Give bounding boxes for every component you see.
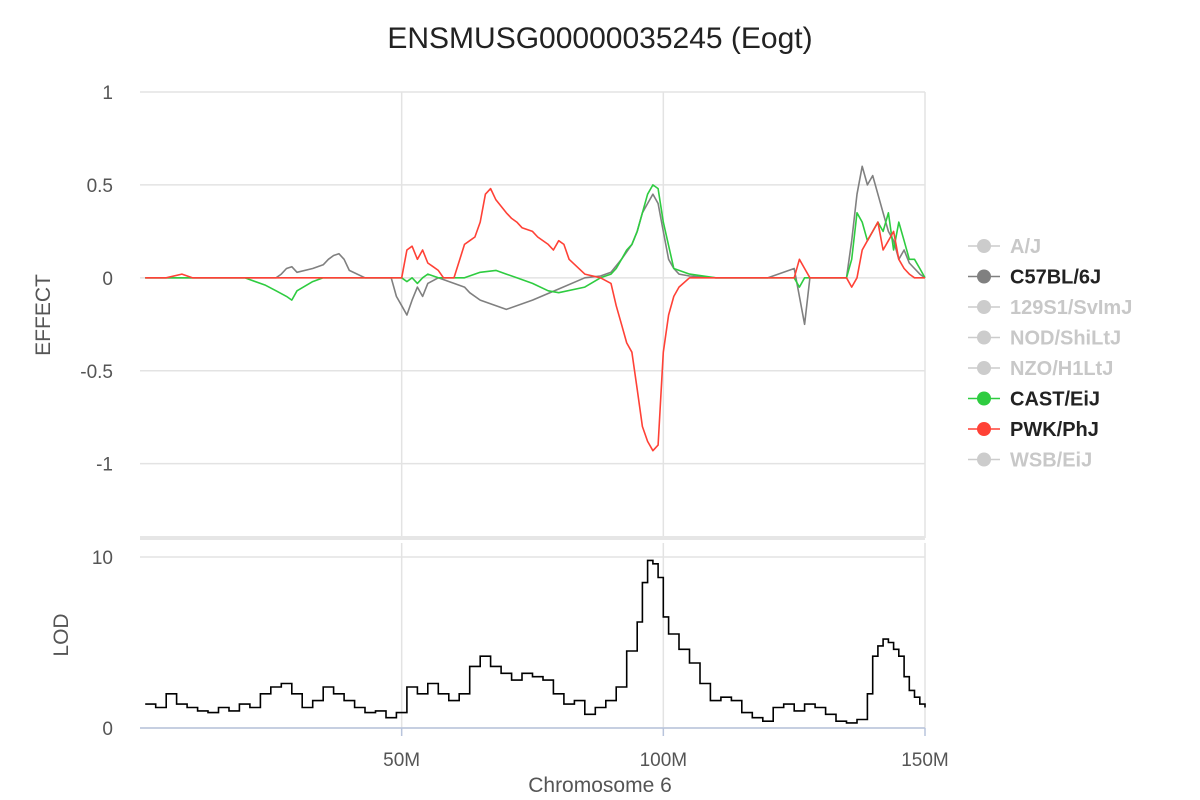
- lod-y-tick-label: 0: [102, 719, 113, 740]
- legend-label: C57BL/6J: [1010, 267, 1101, 289]
- legend-swatch-marker: [977, 452, 991, 467]
- legend-swatch-marker: [977, 361, 991, 375]
- legend-label: PWK/PhJ: [1010, 419, 1099, 441]
- legend-item-a-j[interactable]: A/J: [968, 236, 1041, 258]
- legend: A/J C57BL/6J 129S1/SvImJ NOD/ShiLtJ NZO/H1Lt…: [968, 236, 1132, 472]
- x-tick-label: 150M: [901, 750, 949, 771]
- lod-series-line: [145, 559, 926, 724]
- x-tick-label: 50M: [383, 750, 420, 771]
- legend-item-c57bl-6j[interactable]: C57BL/6J: [968, 267, 1101, 289]
- lod-y-tick-label: 10: [92, 548, 113, 569]
- legend-item-nod-shiltj[interactable]: NOD/ShiLtJ: [968, 328, 1121, 350]
- effect-panel: 1 0.5 0 -0.5 -1: [80, 83, 926, 540]
- legend-swatch-marker: [977, 330, 991, 345]
- effect-y-tick-label: 0.5: [87, 176, 113, 197]
- legend-swatch-marker: [977, 300, 991, 314]
- x-tick-label: 100M: [640, 750, 688, 771]
- series-line-c57bl-6j: [145, 165, 926, 326]
- effect-y-tick-label: 0: [102, 269, 113, 290]
- legend-item-wsb-eij[interactable]: WSB/EiJ: [968, 450, 1092, 472]
- effect-axis-label: EFFECT: [32, 274, 55, 356]
- legend-item-129s1-svimj[interactable]: 129S1/SvImJ: [968, 297, 1132, 319]
- legend-label: 129S1/SvImJ: [1010, 297, 1132, 319]
- legend-item-cast-eij[interactable]: CAST/EiJ: [968, 389, 1100, 411]
- legend-swatch-marker: [977, 239, 991, 253]
- legend-label: WSB/EiJ: [1010, 450, 1092, 472]
- legend-swatch-marker: [977, 391, 991, 406]
- effect-y-tick-label: -1: [96, 455, 113, 476]
- legend-swatch-marker: [977, 422, 991, 436]
- legend-swatch-marker: [977, 269, 991, 284]
- chart-title: ENSMUSG00000035245 (Eogt): [387, 22, 812, 55]
- lod-panel: 10 0 50M 100M 150M: [92, 543, 949, 771]
- lod-axis-label: LOD: [50, 613, 73, 656]
- x-axis-label: Chromosome 6: [528, 774, 672, 797]
- effect-y-tick-label: 1: [102, 83, 113, 104]
- series-line-pwk-phj: [145, 187, 925, 452]
- legend-label: NOD/ShiLtJ: [1010, 328, 1121, 350]
- legend-item-pwk-phj[interactable]: PWK/PhJ: [968, 419, 1099, 441]
- series-line-cast-eij: [145, 184, 926, 301]
- effect-y-tick-label: -0.5: [80, 362, 113, 383]
- legend-label: A/J: [1010, 236, 1041, 258]
- legend-item-nzo-h1ltj[interactable]: NZO/H1LtJ: [968, 358, 1113, 380]
- legend-label: CAST/EiJ: [1010, 389, 1100, 411]
- legend-label: NZO/H1LtJ: [1010, 358, 1113, 380]
